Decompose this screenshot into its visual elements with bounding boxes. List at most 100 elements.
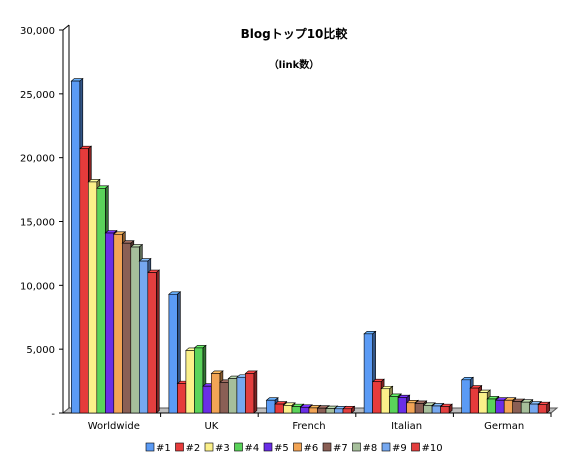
bar-front-face (88, 181, 98, 414)
bar-front-face (194, 347, 204, 414)
bar-front-face (380, 388, 390, 414)
legend-label: #3 (215, 443, 230, 454)
bar-front-face (389, 396, 399, 414)
bar-front-face (168, 293, 178, 414)
bar-front-face (431, 405, 441, 414)
legend-item: #10 (411, 442, 443, 454)
bar-front-face (96, 188, 106, 414)
legend-item: #6 (293, 442, 318, 454)
y-tick-label: 10,000 (20, 281, 55, 292)
bar-front-face (372, 381, 382, 414)
bar-front-face (236, 376, 246, 414)
bar-front-face (219, 382, 229, 414)
bar-front-face (79, 148, 89, 414)
bar-front-face (397, 397, 407, 414)
bar-front-face (478, 392, 488, 414)
legend-item: #4 (234, 442, 260, 454)
bar-front-face (342, 408, 352, 414)
bar-front-face (139, 260, 149, 414)
legend-label: #4 (245, 443, 260, 454)
bar-front-face (334, 408, 344, 414)
bar-front-face (406, 402, 416, 414)
legend-label: #2 (186, 443, 201, 454)
bar-front-face (537, 404, 548, 414)
bar-front-face (414, 403, 424, 414)
bar-front-face (512, 401, 522, 414)
bar-front-face (202, 385, 212, 414)
legend-label: #10 (422, 443, 443, 454)
chart-title: Blogトップ10比較 (241, 26, 349, 41)
legend-item: #3 (204, 442, 230, 454)
legend-label: #1 (156, 443, 171, 454)
bars-group (70, 77, 551, 414)
bar-front-face (486, 398, 497, 414)
bar-front-face (228, 378, 238, 414)
legend-label: #5 (274, 443, 289, 454)
bar-front-face (266, 399, 276, 414)
y-tick-label: - (51, 409, 55, 420)
x-tick-label: Worldwide (88, 421, 140, 432)
y-tick-label: 20,000 (20, 154, 55, 165)
bar-front-face (177, 383, 187, 414)
y-tick-label: 30,000 (20, 26, 55, 37)
bar (537, 401, 551, 414)
legend-swatch (411, 442, 420, 452)
x-tick-label: UK (204, 421, 218, 432)
bar-front-face (317, 407, 327, 414)
bar-front-face (130, 246, 140, 414)
bar-front-face (300, 406, 310, 414)
y-tick-label: 5,000 (26, 345, 55, 356)
legend-item: #7 (322, 442, 348, 454)
bar-front-face (461, 379, 471, 414)
legend-label: #9 (392, 443, 407, 454)
bar-front-face (440, 406, 450, 414)
legend: #1 #2 #3 #4 #5 #6 #7 #8 #9 #10 (145, 442, 443, 454)
x-tick-label: German (484, 421, 524, 432)
x-tick-label: French (292, 421, 325, 432)
bar-front-face (495, 399, 505, 414)
legend-swatch (352, 442, 361, 452)
legend-swatch (322, 442, 332, 452)
bar-front-face (469, 387, 480, 414)
bar-front-face (274, 403, 284, 414)
bar-front-face (113, 233, 123, 414)
legend-item: #8 (352, 442, 378, 454)
y-tick-label: 15,000 (20, 218, 55, 229)
legend-swatch (175, 442, 184, 452)
legend-swatch (234, 442, 243, 452)
bar-front-face (308, 407, 318, 414)
x-tick-label: Italian (391, 421, 422, 432)
bar-front-face (503, 399, 514, 414)
legend-label: #7 (333, 443, 348, 454)
legend-swatch (293, 442, 302, 452)
bar (244, 370, 258, 414)
bar-front-face (520, 401, 531, 414)
bar-front-face (105, 232, 115, 414)
bar-front-face (529, 403, 539, 414)
bar-front-face (71, 80, 81, 414)
bar-front-face (245, 373, 255, 414)
legend-item: #1 (145, 442, 171, 454)
y-axis-top-edge (62, 24, 70, 31)
legend-swatch (204, 442, 214, 452)
legend-item: #2 (175, 442, 201, 454)
chart-subtitle: （link数） (269, 58, 320, 71)
bar-side-face (253, 370, 258, 414)
legend-label: #8 (363, 443, 378, 454)
bar (146, 269, 161, 414)
bar-front-face (291, 406, 301, 414)
legend-item: #5 (263, 442, 289, 454)
legend-swatch (381, 442, 391, 452)
bar-front-face (211, 373, 221, 414)
y-tick-label: 25,000 (20, 90, 55, 101)
bar (342, 405, 356, 414)
legend-swatch (263, 442, 273, 452)
bar-front-face (423, 405, 433, 414)
bar-front-face (283, 405, 293, 414)
bar-front-face (122, 242, 132, 414)
bar-side-face (156, 269, 160, 414)
bar-front-face (185, 350, 195, 414)
bar-front-face (325, 408, 335, 414)
